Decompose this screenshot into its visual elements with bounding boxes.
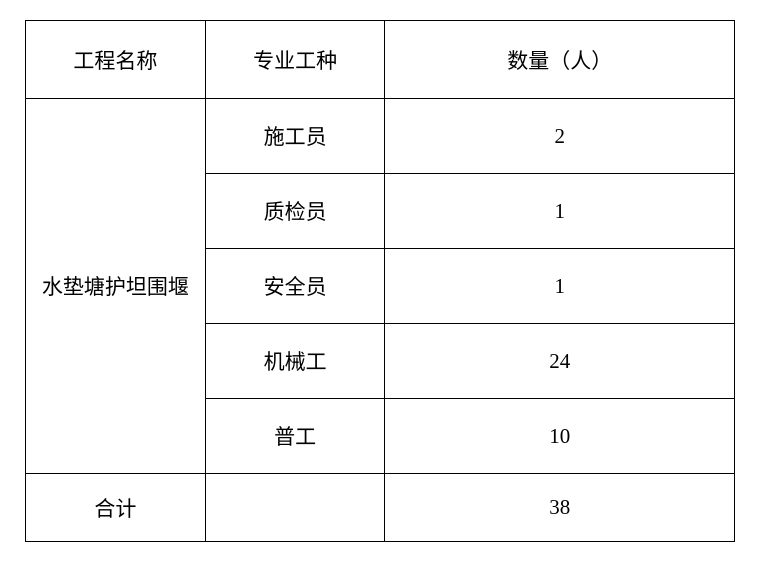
- total-count-cell: 38: [385, 474, 735, 542]
- table-header-row: 工程名称 专业工种 数量（人）: [26, 21, 735, 99]
- role-cell: 普工: [205, 399, 385, 474]
- count-cell: 1: [385, 249, 735, 324]
- header-count: 数量（人）: [385, 21, 735, 99]
- role-cell: 质检员: [205, 174, 385, 249]
- table-row: 水垫塘护坦围堰 施工员 2: [26, 99, 735, 174]
- count-cell: 24: [385, 324, 735, 399]
- table-total-row: 合计 38: [26, 474, 735, 542]
- project-name-cell: 水垫塘护坦围堰: [26, 99, 206, 474]
- staffing-table: 工程名称 专业工种 数量（人） 水垫塘护坦围堰 施工员 2 质检员 1 安全员 …: [25, 20, 735, 542]
- count-cell: 1: [385, 174, 735, 249]
- count-cell: 2: [385, 99, 735, 174]
- role-cell: 安全员: [205, 249, 385, 324]
- total-label-cell: 合计: [26, 474, 206, 542]
- header-role: 专业工种: [205, 21, 385, 99]
- role-cell: 机械工: [205, 324, 385, 399]
- count-cell: 10: [385, 399, 735, 474]
- total-empty-cell: [205, 474, 385, 542]
- role-cell: 施工员: [205, 99, 385, 174]
- header-project-name: 工程名称: [26, 21, 206, 99]
